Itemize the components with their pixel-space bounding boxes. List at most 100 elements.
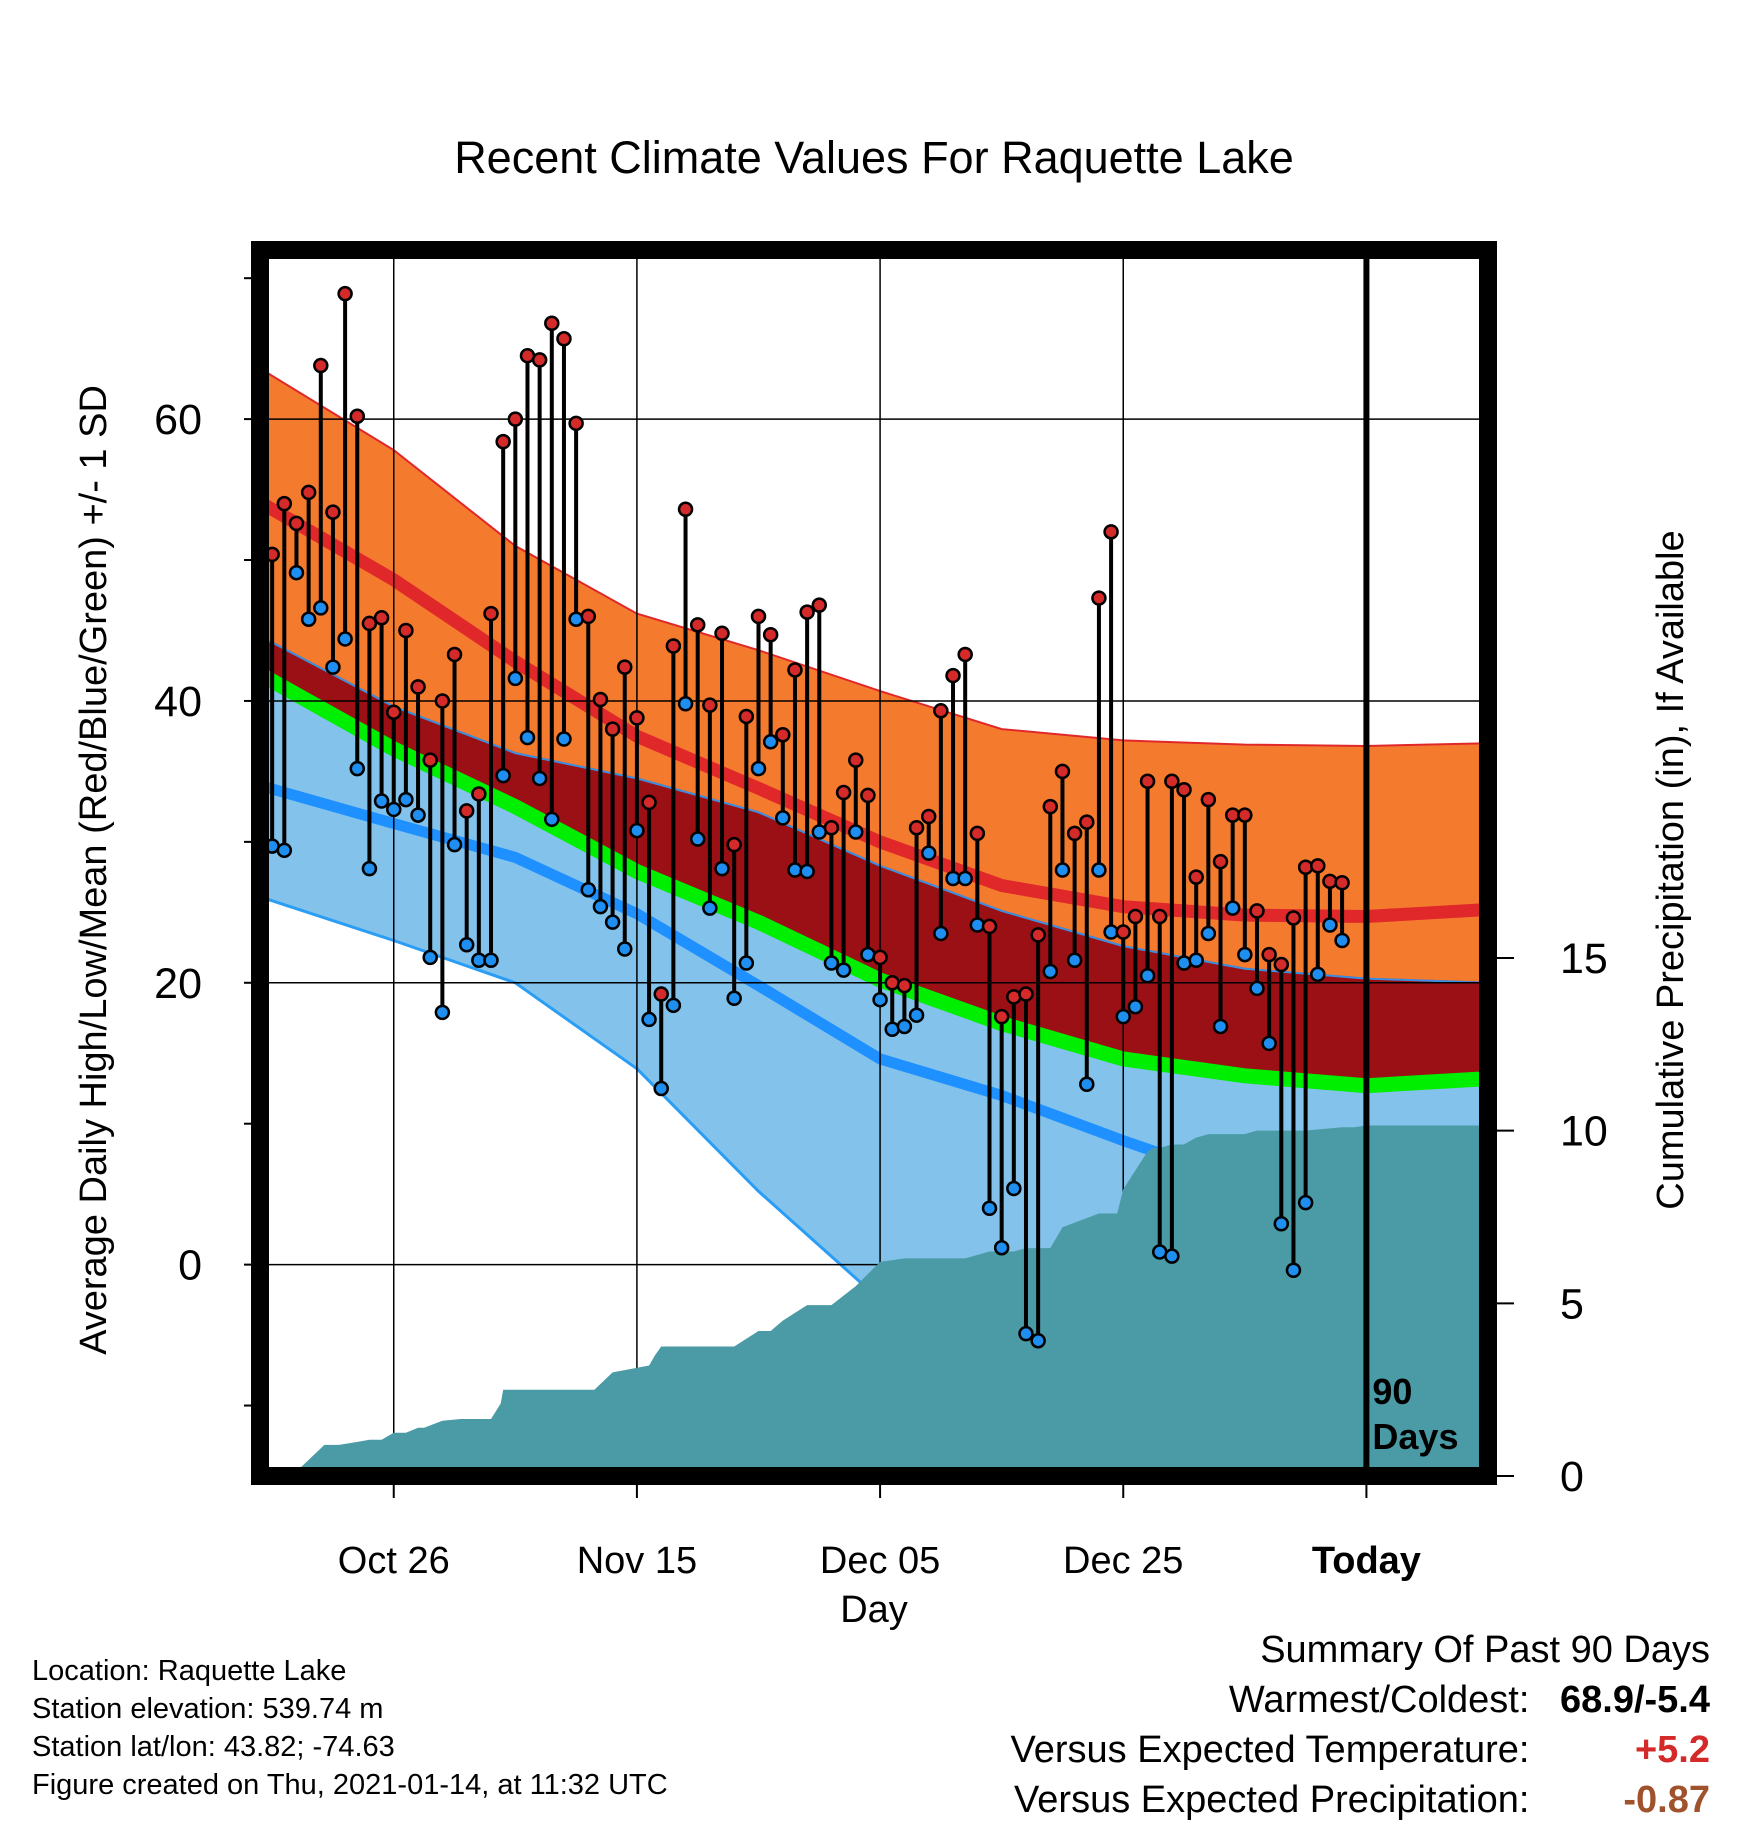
daily-high-point [738,708,755,725]
daily-low-point [434,1004,451,1021]
daily-high-point [908,820,925,836]
daily-low-point [361,860,378,877]
daily-high-point [422,752,438,768]
daily-low-point [762,734,779,750]
y-tick-label: 20 [154,960,202,1008]
x-axis-label: Day [840,1589,908,1631]
daily-high-point [969,825,986,842]
daily-low-point [677,696,694,712]
daily-high-point [981,918,998,935]
daily-low-point [689,831,706,847]
daily-high-point [337,285,353,302]
daily-high-point [471,786,487,802]
y-axis-right: 0 5 10 15 [1497,935,1608,1501]
daily-high-point [1006,989,1022,1005]
precipitation-departure-value: -0.87 [1623,1779,1710,1821]
daily-low-point [313,600,329,616]
x-tick-label: Oct 26 [338,1540,450,1582]
daily-low-point [738,955,755,971]
daily-high-point [458,803,475,819]
daily-high-point [446,646,463,663]
daily-high-point [762,626,779,643]
daily-low-point [665,997,682,1014]
daily-high-point [385,704,402,720]
x-tick-label: Dec 25 [1063,1540,1183,1582]
daily-high-point [1066,825,1083,842]
daily-high-point [1334,874,1350,891]
daily-high-point [1212,853,1229,870]
daily-high-point [580,608,597,625]
daily-low-point [1018,1325,1034,1342]
daily-high-point [811,597,828,613]
daily-low-point [641,1011,657,1028]
daily-low-point [544,811,560,828]
daily-high-point [507,411,524,427]
y-axis-left: 0 20 40 60 [154,277,251,1407]
daily-high-point [799,604,815,620]
precipitation-label: Versus Expected Precipitation: [1014,1779,1530,1821]
daily-high-point [361,615,378,632]
above-mean-band [260,636,1488,1086]
daily-high-point [884,975,900,991]
daily-high-point [872,949,888,966]
daily-low-point [458,936,475,953]
daily-low-point [714,860,730,877]
precipitation-area [290,1125,1488,1476]
daily-high-point [993,1008,1010,1025]
daily-high-point [835,784,852,801]
daily-low-point [495,767,511,784]
daily-high-point [1091,590,1107,606]
daily-high-point [823,820,840,836]
daily-low-point [872,991,888,1008]
daily-low-point [325,659,341,675]
daily-low-point [568,611,584,627]
summary-warmest-coldest: Warmest/Coldest: 68.9/-5.4 [1011,1675,1710,1725]
daily-low-point [592,898,609,915]
y-tick-label: 60 [154,396,202,444]
y2-tick-label: 5 [1560,1280,1584,1328]
daily-range-stems [260,293,1345,1341]
plot-frame [251,241,1497,1485]
daily-low-point [1139,967,1156,984]
daily-low-point [750,760,767,777]
daily-low-point [385,801,402,818]
location-text: Location: Raquette Lake [32,1655,347,1687]
daily-low-point [1176,955,1192,971]
daily-high-point [1103,524,1119,540]
daily-high-point [617,659,633,675]
temperature-label: Versus Expected Temperature: [1010,1729,1530,1771]
daily-high-point [945,667,961,684]
daily-high-point [325,504,341,520]
precipitation-area-fill [290,1125,1488,1476]
daily-high-point [1042,798,1059,815]
daily-low-point [300,611,317,627]
daily-low-point [1006,1180,1022,1197]
daily-high-point [726,836,742,853]
daily-high-point [860,787,876,804]
y2-tick-label: 15 [1560,935,1608,983]
daily-high-point [920,808,937,825]
daily-high-point [1115,924,1131,940]
warmest-coldest-value: 68.9/-5.4 [1560,1679,1710,1721]
warmest-coldest-label: Warmest/Coldest: [1228,1679,1530,1721]
daily-high-point [1176,781,1192,798]
daily-low-point [1212,1018,1229,1035]
daily-low-point [799,863,815,880]
latlon-text: Station lat/lon: 43.82; -74.63 [32,1731,395,1763]
daily-high-point [1054,763,1071,780]
daily-low-point [617,941,633,957]
y2-axis-label: Cumulative Precipitation (in), If Availa… [1650,530,1692,1209]
daily-low-point [422,949,438,966]
daily-high-point [629,710,645,726]
daily-high-point [288,515,305,532]
daily-low-point [993,1239,1010,1256]
daily-high-point [1127,908,1144,925]
daily-high-point [349,408,366,425]
daily-low-point [957,870,973,887]
daily-low-point [1188,952,1204,968]
daily-low-point [896,1018,913,1035]
today-marker-label: 90 [1372,1371,1412,1412]
daily-low-point [483,952,499,968]
daily-low-point [507,670,524,687]
